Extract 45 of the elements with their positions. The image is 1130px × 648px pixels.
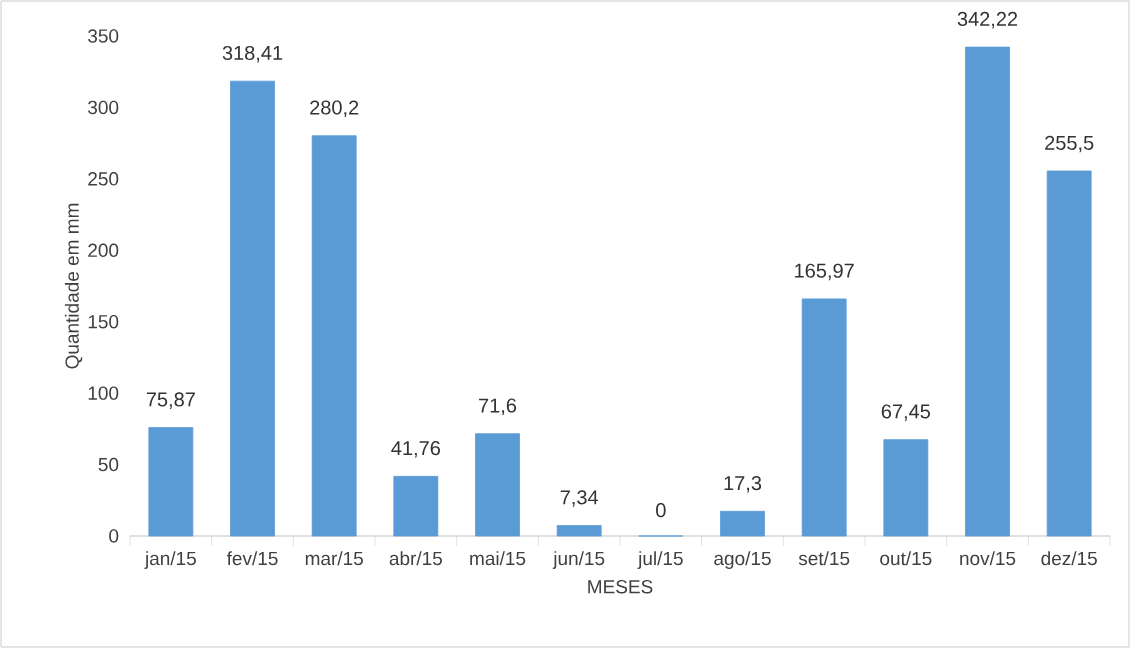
x-tick-label: out/15 [880, 551, 932, 566]
bar [965, 46, 1010, 537]
data-label: 342,22 [957, 11, 1018, 29]
data-label: 318,41 [222, 45, 283, 63]
y-tick-label: 150 [88, 314, 119, 329]
x-tick-label: abr/15 [389, 551, 442, 566]
data-label: 41,76 [391, 441, 440, 458]
bar [230, 80, 275, 537]
bar [393, 475, 439, 537]
y-tick-label: 250 [88, 172, 119, 186]
y-axis-title: Quantidade em mm [64, 203, 83, 369]
x-tick-label: fev/15 [226, 551, 278, 566]
y-tick-label: 100 [88, 386, 119, 400]
y-tick-label: 0 [109, 529, 119, 543]
data-label: 165,97 [795, 263, 854, 281]
data-label: 7,34 [560, 490, 599, 507]
bar [883, 439, 929, 537]
data-label: 71,6 [479, 398, 517, 415]
bar [801, 298, 847, 537]
data-label: 255,5 [1045, 135, 1094, 153]
bar [148, 427, 194, 537]
data-label: 17,3 [724, 476, 762, 493]
y-tick-label: 50 [98, 457, 119, 472]
x-tick-label: jun/15 [552, 551, 605, 569]
y-tick-label: 200 [88, 243, 119, 258]
x-tick-label: set/15 [798, 551, 850, 566]
y-tick-label: 350 [88, 29, 119, 43]
bar [311, 135, 357, 537]
x-tick-label: ago/15 [714, 551, 771, 569]
bar [720, 510, 765, 537]
x-tick-label: nov/15 [960, 551, 1016, 566]
x-tick-label: mai/15 [470, 551, 526, 566]
x-tick-label: dez/15 [1041, 551, 1097, 566]
bar [1046, 170, 1092, 537]
data-label: 0 [656, 503, 666, 518]
data-label: 75,87 [146, 392, 195, 409]
x-tick-label: jul/15 [637, 551, 683, 569]
data-label: 67,45 [881, 404, 931, 421]
x-axis-title: MESES [588, 580, 653, 594]
data-label: 280,2 [310, 100, 359, 117]
bar [475, 433, 520, 537]
y-tick-label: 300 [88, 100, 119, 115]
x-tick-label: mar/15 [305, 551, 363, 566]
x-tick-label: jan/15 [144, 551, 196, 569]
bar [556, 525, 602, 537]
